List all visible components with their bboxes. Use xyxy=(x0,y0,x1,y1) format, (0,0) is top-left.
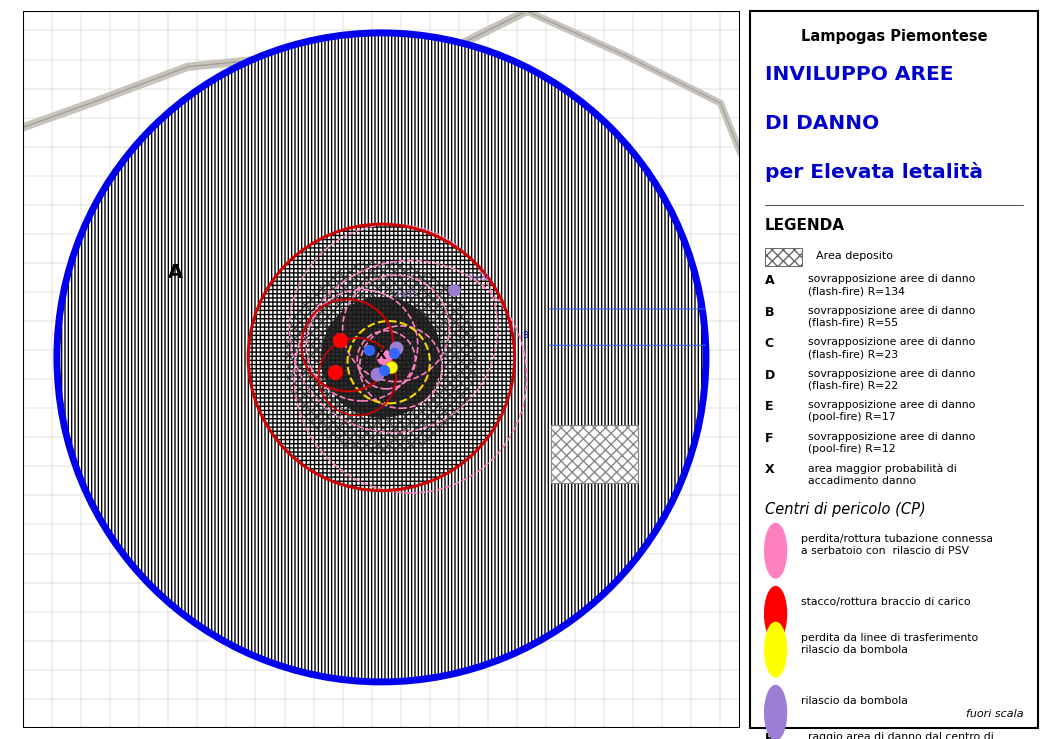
Text: X: X xyxy=(376,348,387,362)
Text: LEGENDA: LEGENDA xyxy=(765,218,844,234)
Circle shape xyxy=(765,523,787,578)
Circle shape xyxy=(321,297,442,418)
Text: rilascio da bombola: rilascio da bombola xyxy=(800,696,908,706)
Bar xyxy=(551,425,638,483)
Text: sovrapposizione aree di danno
(pool-fire) R=17: sovrapposizione aree di danno (pool-fire… xyxy=(808,401,975,422)
Text: sovrapposizione aree di danno
(pool-fire) R=12: sovrapposizione aree di danno (pool-fire… xyxy=(808,432,975,454)
Circle shape xyxy=(765,686,787,739)
Text: DI DANNO: DI DANNO xyxy=(765,114,879,132)
Text: Area deposito: Area deposito xyxy=(816,251,893,261)
Text: Lampogas Piemontese: Lampogas Piemontese xyxy=(800,29,988,44)
Text: sovrapposizione aree di danno
(flash-fire) R=23: sovrapposizione aree di danno (flash-fir… xyxy=(808,337,975,359)
Bar xyxy=(551,425,638,483)
Text: C: C xyxy=(765,337,773,350)
Text: fuori scala: fuori scala xyxy=(966,709,1023,719)
Text: per Elevata letalità: per Elevata letalità xyxy=(765,163,982,183)
Text: perdita/rottura tubazione connessa
a serbatoio con  rilascio di PSV: perdita/rottura tubazione connessa a ser… xyxy=(800,534,993,556)
Text: raggio area di danno dal centro di
pericolo: raggio area di danno dal centro di peric… xyxy=(808,732,994,739)
Circle shape xyxy=(765,622,787,677)
Circle shape xyxy=(249,224,514,491)
Text: sovrapposizione aree di danno
(flash-fire) R=22: sovrapposizione aree di danno (flash-fir… xyxy=(808,369,975,391)
Text: Centri di pericolo (CP): Centri di pericolo (CP) xyxy=(765,502,926,517)
Text: perdita da linee di trasferimento
rilascio da bombola: perdita da linee di trasferimento rilasc… xyxy=(800,633,978,655)
Text: R=22: R=22 xyxy=(468,273,490,282)
Text: area maggior probabilità di
accadimento danno: area maggior probabilità di accadimento … xyxy=(808,463,956,486)
Text: D: D xyxy=(765,369,775,382)
Text: B: B xyxy=(765,306,774,319)
Text: stacco/rottura braccio di carico: stacco/rottura braccio di carico xyxy=(800,597,971,607)
Circle shape xyxy=(56,33,706,682)
Circle shape xyxy=(765,587,787,641)
Text: B: B xyxy=(521,331,528,340)
Text: sovrapposizione aree di danno
(flash-fire) R=55: sovrapposizione aree di danno (flash-fir… xyxy=(808,306,975,327)
Text: R=23: R=23 xyxy=(396,290,417,299)
Text: F: F xyxy=(765,432,773,445)
Text: E: E xyxy=(765,401,773,413)
Text: sovrapposizione aree di danno
(flash-fire) R=134: sovrapposizione aree di danno (flash-fir… xyxy=(808,274,975,296)
Text: A: A xyxy=(765,274,774,287)
Bar xyxy=(765,248,803,266)
Text: A: A xyxy=(168,263,183,282)
Text: INVILUPPO AREE: INVILUPPO AREE xyxy=(765,65,953,84)
Text: X: X xyxy=(765,463,774,477)
Text: R: R xyxy=(765,732,774,739)
